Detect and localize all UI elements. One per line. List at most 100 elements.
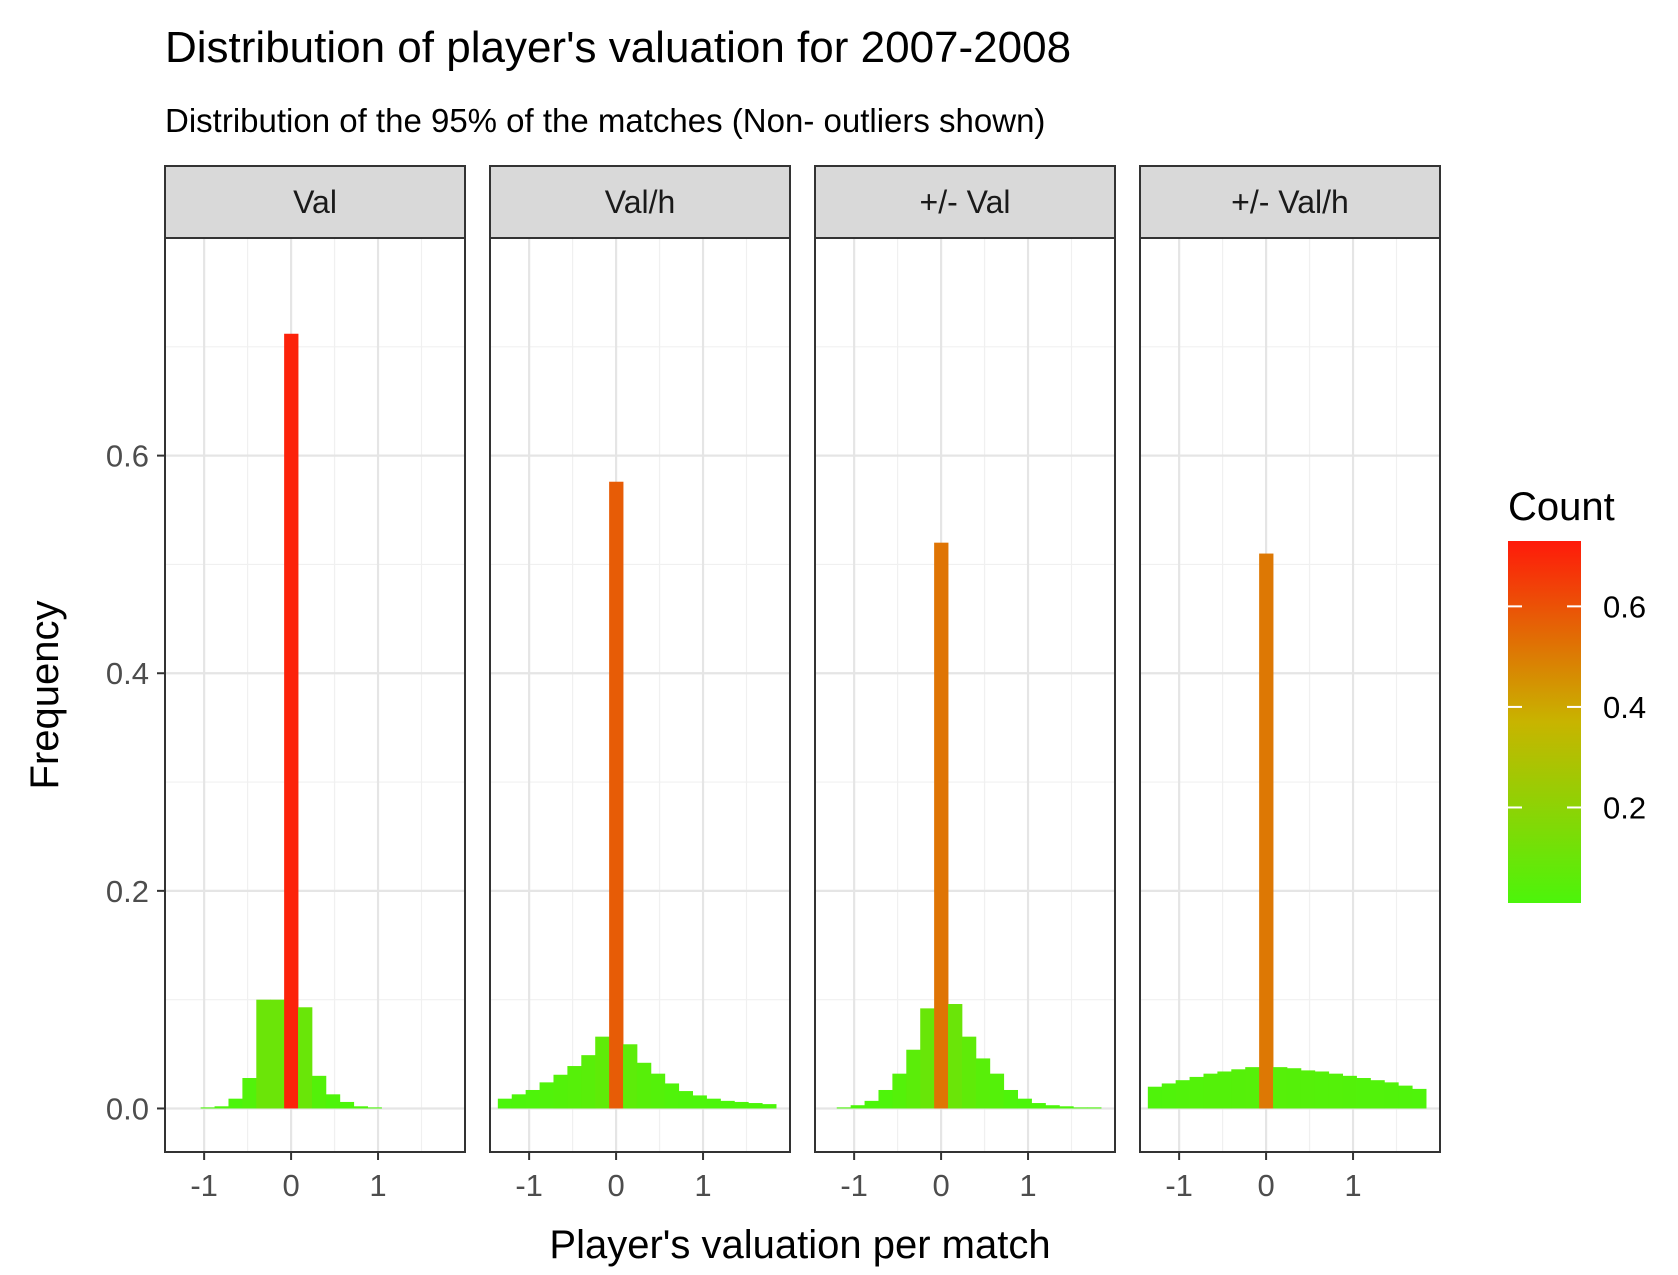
histogram-bars xyxy=(497,481,777,1109)
histogram-bar xyxy=(1356,1078,1371,1109)
histogram-bar xyxy=(1412,1088,1427,1109)
histogram-bar xyxy=(906,1049,921,1109)
histogram-bar xyxy=(1245,1067,1260,1109)
panel-grid xyxy=(815,238,1115,1152)
histogram-bar xyxy=(256,999,271,1109)
histogram-bar xyxy=(1259,553,1274,1109)
histogram-bar xyxy=(975,1058,991,1109)
histogram-bar xyxy=(892,1073,907,1109)
histogram-bar xyxy=(1017,1098,1032,1109)
facet-strip xyxy=(1139,165,1441,239)
histogram-bar xyxy=(1370,1080,1385,1109)
histogram-bar xyxy=(1031,1103,1046,1109)
legend-tick-label: 0.6 xyxy=(1603,589,1646,624)
x-tick-label: 0 xyxy=(282,1168,299,1203)
histogram-bar xyxy=(497,1098,513,1109)
legend-colorbar xyxy=(1508,541,1581,903)
x-tick-label: 1 xyxy=(1344,1168,1361,1203)
histogram-bar xyxy=(1384,1082,1399,1109)
histogram-bar xyxy=(200,1107,215,1109)
histogram-bar xyxy=(864,1100,879,1109)
histogram-bar xyxy=(748,1103,763,1109)
panel-background xyxy=(815,238,1115,1152)
chart-subtitle: Distribution of the 95% of the matches (… xyxy=(165,102,1045,139)
x-axis-label: Player's valuation per match xyxy=(549,1223,1050,1267)
histogram-bar xyxy=(339,1101,355,1109)
histogram-bar xyxy=(1073,1107,1088,1109)
histogram-bar xyxy=(1059,1106,1074,1109)
y-tick-label: 0.6 xyxy=(106,439,149,474)
histogram-bar xyxy=(692,1095,707,1109)
histogram-bar xyxy=(311,1075,327,1109)
histogram-bar xyxy=(511,1094,527,1109)
facet-panel-2: Val/h -1 0 1 xyxy=(489,165,791,1203)
histogram-bar xyxy=(636,1062,652,1109)
histogram-bar xyxy=(298,1007,313,1109)
histogram-bar xyxy=(664,1083,680,1109)
facet-strip-label: Val/h xyxy=(605,184,676,220)
histogram-bar xyxy=(1003,1089,1019,1109)
histogram-bar xyxy=(878,1089,893,1109)
legend-title: Count xyxy=(1508,485,1615,529)
histogram-bar xyxy=(1300,1070,1316,1109)
histogram-bar xyxy=(1189,1076,1204,1109)
x-tick-label: 0 xyxy=(607,1168,624,1203)
histogram-bar xyxy=(367,1107,382,1109)
histogram-bar xyxy=(989,1073,1005,1109)
histogram-bar xyxy=(734,1101,749,1109)
histogram-bar xyxy=(920,1008,935,1109)
panel-background xyxy=(490,238,790,1152)
histogram-bar xyxy=(553,1074,568,1109)
histogram-bar xyxy=(284,333,299,1109)
histogram-bar xyxy=(948,1004,963,1109)
x-tick-label: 1 xyxy=(694,1168,711,1203)
histogram-bar xyxy=(325,1094,341,1109)
y-axis: 0.0 0.2 0.4 0.6 xyxy=(106,439,165,1126)
x-tick-label: -1 xyxy=(840,1168,868,1203)
facet-strip-label: Val xyxy=(293,184,337,220)
histogram-bar xyxy=(539,1082,554,1109)
y-tick-label: 0.2 xyxy=(106,874,149,909)
y-tick-label: 0.0 xyxy=(106,1091,149,1126)
histogram-bar xyxy=(1273,1067,1288,1109)
histogram-bar xyxy=(1231,1069,1246,1109)
histogram-bar xyxy=(1175,1080,1190,1109)
legend-tick-label: 0.2 xyxy=(1603,790,1646,825)
histogram-bars xyxy=(200,333,382,1109)
histogram-bars xyxy=(836,542,1102,1109)
histogram-bar xyxy=(609,481,624,1109)
histogram-bar xyxy=(1203,1073,1218,1109)
y-tick-label: 0.4 xyxy=(106,656,149,691)
histogram-bar xyxy=(567,1066,582,1109)
panel-grid xyxy=(490,238,790,1152)
histogram-bar xyxy=(678,1091,694,1109)
histogram-bar xyxy=(1314,1071,1330,1109)
x-tick-label: -1 xyxy=(515,1168,543,1203)
x-tick-label: 0 xyxy=(932,1168,949,1203)
histogram-bar xyxy=(242,1078,257,1109)
color-legend: Count 0.2 0.4 0.6 xyxy=(1508,485,1646,903)
facet-strip-label: +/- Val/h xyxy=(1231,184,1349,220)
histogram-bar xyxy=(1147,1086,1163,1109)
histogram-bar xyxy=(214,1106,229,1109)
legend-tick-label: 0.4 xyxy=(1603,690,1646,725)
x-axis: -1 0 1 xyxy=(1165,1152,1362,1203)
x-axis: -1 0 1 xyxy=(190,1152,387,1203)
x-axis: -1 0 1 xyxy=(840,1152,1037,1203)
histogram-bar xyxy=(228,1098,243,1109)
histogram-bars xyxy=(1147,553,1427,1109)
facet-strip xyxy=(814,165,1116,239)
histogram-bar xyxy=(1045,1105,1060,1109)
facet-panel-4: +/- Val/h -1 0 1 xyxy=(1139,165,1441,1203)
facet-strip-label: +/- Val xyxy=(920,184,1011,220)
histogram-bar xyxy=(1087,1107,1102,1109)
histogram-bar xyxy=(720,1100,735,1109)
x-tick-label: -1 xyxy=(190,1168,218,1203)
histogram-bar xyxy=(836,1107,852,1109)
histogram-bar xyxy=(525,1089,540,1109)
histogram-bar xyxy=(623,1044,638,1109)
histogram-bar xyxy=(270,999,285,1109)
